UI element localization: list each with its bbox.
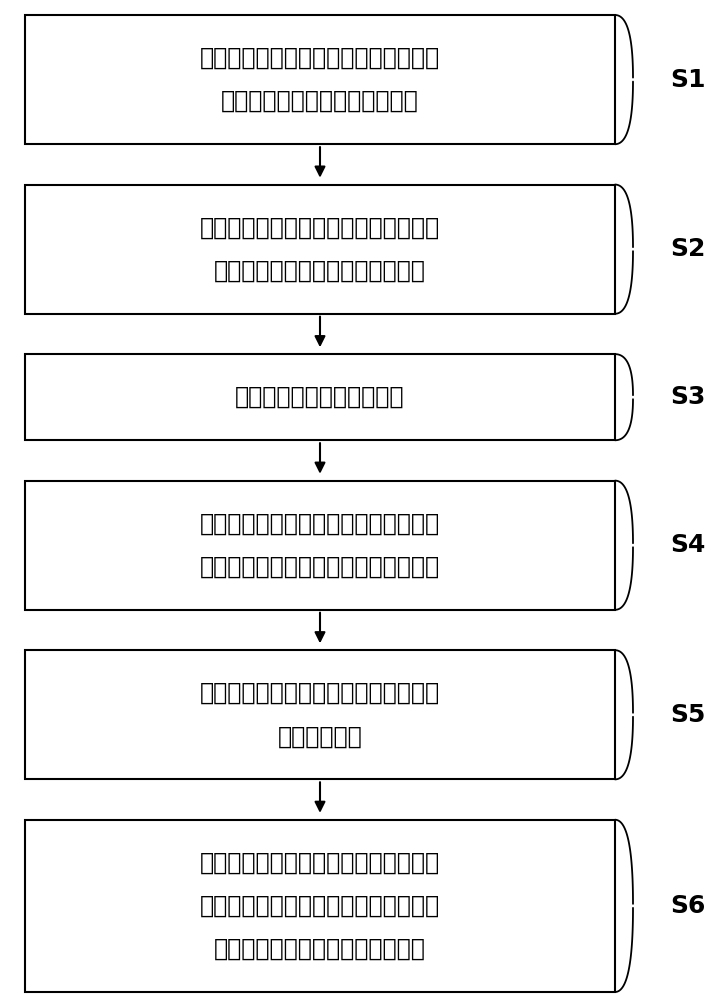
Text: 将所述大气颗粒物采样器的采样滤膜放: 将所述大气颗粒物采样器的采样滤膜放 xyxy=(200,216,440,240)
Bar xyxy=(25,15,615,144)
Text: S2: S2 xyxy=(670,237,706,261)
Bar xyxy=(25,481,615,610)
Text: S6: S6 xyxy=(670,894,706,918)
Text: 根据所述颗粒物的浓度和所述多层风速: 根据所述颗粒物的浓度和所述多层风速 xyxy=(200,851,440,875)
Text: 根据采样滤膜的重量测定所述每个大气: 根据采样滤膜的重量测定所述每个大气 xyxy=(200,512,440,536)
Text: 层风速数据；: 层风速数据； xyxy=(277,724,362,748)
Text: 算所述大气颗粒物的干沉降通量。: 算所述大气颗粒物的干沉降通量。 xyxy=(214,937,426,961)
Text: S5: S5 xyxy=(670,703,706,727)
Bar xyxy=(25,354,615,440)
Text: S3: S3 xyxy=(670,385,706,409)
Text: S4: S4 xyxy=(670,533,706,557)
Text: 使用上述大气颗粒物采样器采集日不同: 使用上述大气颗粒物采样器采集日不同 xyxy=(200,46,440,70)
Text: 数据，使用预设的干沉降模型公式，计: 数据，使用预设的干沉降模型公式，计 xyxy=(200,894,440,918)
Text: 颗粒物采样器上采集的颗粒物的浓度；: 颗粒物采样器上采集的颗粒物的浓度； xyxy=(200,555,440,579)
Bar xyxy=(25,185,615,314)
Text: 时段的大气颗粒物的平均浓度；: 时段的大气颗粒物的平均浓度； xyxy=(221,89,419,113)
Text: 将所述采样滤膜进行称重；: 将所述采样滤膜进行称重； xyxy=(235,385,405,409)
Text: S1: S1 xyxy=(670,68,706,92)
Text: 采集每个气象仪上记录的数据，生成多: 采集每个气象仪上记录的数据，生成多 xyxy=(200,681,440,705)
Bar xyxy=(25,820,615,992)
Text: 入恒温恒湿箱内平衡预设的时间；: 入恒温恒湿箱内平衡预设的时间； xyxy=(214,259,426,283)
Bar xyxy=(25,650,615,779)
